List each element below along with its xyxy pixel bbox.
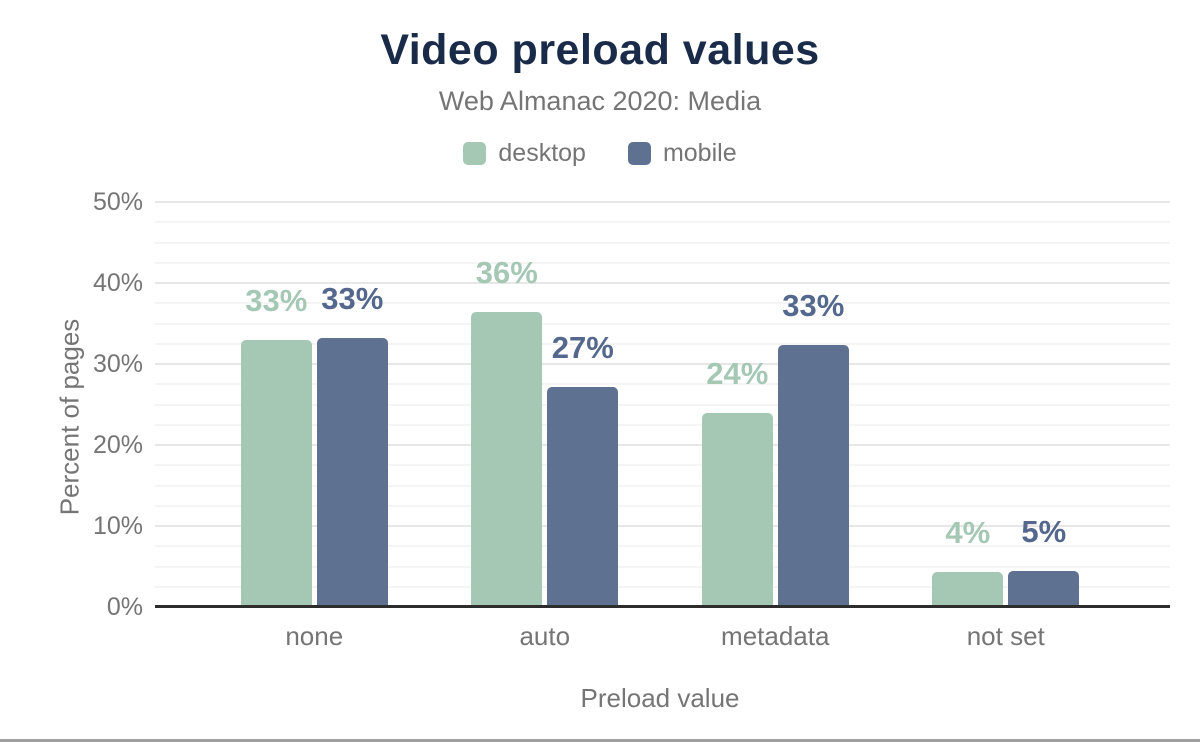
value-label-desktop-auto: 36%	[475, 255, 538, 291]
mobile-swatch-icon	[627, 142, 651, 165]
bar-desktop-auto	[471, 312, 543, 607]
bar-mobile-not-set	[1008, 570, 1080, 607]
bar-mobile-auto	[547, 386, 619, 607]
value-label-mobile-auto: 27%	[551, 329, 614, 365]
y-tick-label: 0%	[106, 593, 143, 621]
major-gridline	[155, 201, 1170, 203]
minor-gridline	[155, 545, 1170, 548]
legend-label: desktop	[498, 139, 586, 167]
bar-desktop-metadata	[701, 412, 773, 607]
desktop-swatch-icon	[463, 142, 487, 165]
minor-gridline	[155, 464, 1170, 467]
minor-gridline	[155, 302, 1170, 305]
value-label-desktop-none: 33%	[245, 282, 308, 318]
minor-gridline	[155, 484, 1170, 487]
x-category-label: metadata	[721, 621, 830, 651]
x-axis-line	[155, 605, 1170, 608]
minor-gridline	[155, 241, 1170, 244]
legend-item-desktop: desktop	[463, 139, 586, 168]
major-gridline	[155, 525, 1170, 527]
minor-gridline	[155, 342, 1170, 345]
value-label-mobile-none: 33%	[321, 281, 384, 317]
minor-gridline	[155, 504, 1170, 507]
chart-title: Video preload values	[380, 26, 820, 74]
x-axis-title: Preload value	[580, 683, 740, 713]
y-axis-title: Percent of pages	[54, 318, 85, 516]
legend: desktop mobile	[0, 139, 1200, 168]
minor-gridline	[155, 221, 1170, 224]
legend-label: mobile	[662, 139, 737, 167]
minor-gridline	[155, 383, 1170, 386]
x-category-label: auto	[519, 621, 571, 651]
major-gridline	[155, 363, 1170, 365]
x-category-label: not set	[966, 621, 1045, 651]
minor-gridline	[155, 423, 1170, 426]
value-label-mobile-metadata: 33%	[782, 287, 845, 323]
y-tick-label: 20%	[92, 431, 143, 459]
minor-gridline	[155, 585, 1170, 588]
y-tick-label: 30%	[92, 350, 143, 378]
major-gridline	[155, 444, 1170, 446]
value-label-desktop-not-set: 4%	[945, 515, 991, 551]
chart-subtitle: Web Almanac 2020: Media	[438, 86, 762, 116]
value-label-desktop-metadata: 24%	[706, 355, 769, 391]
legend-item-mobile: mobile	[627, 139, 737, 168]
major-gridline	[155, 282, 1170, 284]
bar-mobile-metadata	[777, 344, 849, 607]
y-tick-label: 40%	[92, 269, 143, 297]
bar-desktop-none	[240, 339, 312, 607]
bar-mobile-none	[316, 338, 388, 607]
minor-gridline	[155, 261, 1170, 264]
y-tick-label: 50%	[92, 188, 143, 216]
x-category-label: none	[285, 621, 344, 651]
bar-desktop-not-set	[932, 572, 1004, 607]
bottom-divider	[0, 739, 1200, 742]
y-tick-label: 10%	[92, 512, 143, 540]
plot-area: 33% 33% none 36% 27% auto 24% 33% metadata 4% 5% no…	[155, 201, 1170, 651]
minor-gridline	[155, 565, 1170, 568]
minor-gridline	[155, 403, 1170, 406]
value-label-mobile-not-set: 5%	[1021, 513, 1067, 549]
minor-gridline	[155, 322, 1170, 325]
